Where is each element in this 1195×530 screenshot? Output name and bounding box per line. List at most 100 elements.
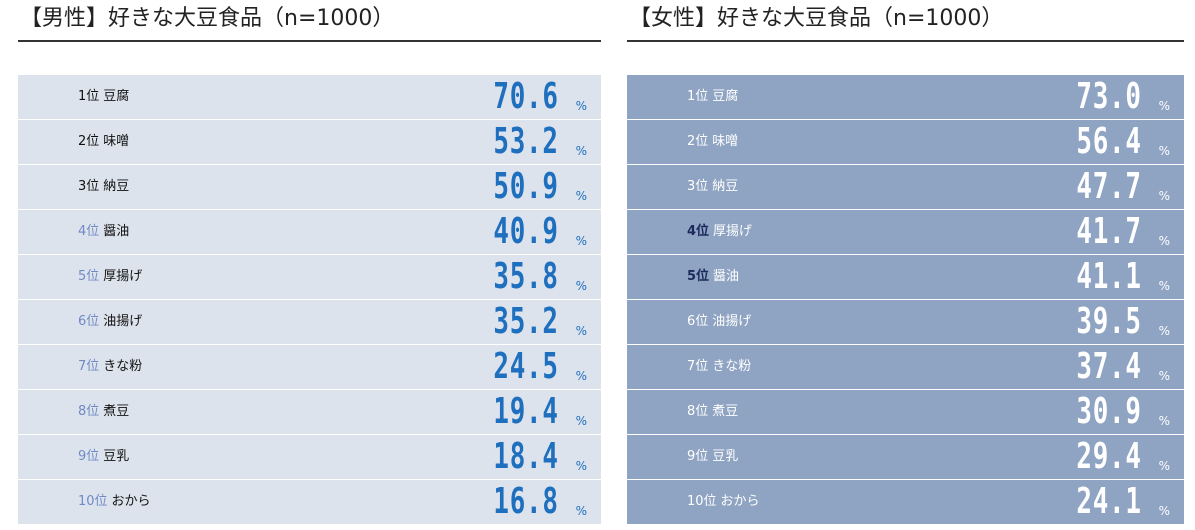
male-rank-position: 4位: [78, 224, 100, 239]
male-rank-label: 6位 油揚げ: [78, 300, 142, 344]
male-rank-label: 3位 納豆: [78, 165, 129, 209]
male-rank-label: 1位 豆腐: [78, 75, 129, 119]
female-ranking-row: 3位 納豆 47.7%: [627, 165, 1184, 210]
male-rank-label: 8位 煮豆: [78, 390, 129, 434]
male-percentage-value: 19.4: [493, 391, 559, 432]
female-rank-label: 5位 醤油: [687, 255, 739, 299]
male-percent-unit: %: [575, 324, 587, 338]
female-rank-label: 7位 きな粉: [687, 345, 751, 389]
female-ranking-row: 1位 豆腐 73.0%: [627, 75, 1184, 120]
male-rank-position: 1位: [78, 89, 100, 104]
male-percentage-value: 50.9: [493, 166, 559, 207]
female-rank-position: 3位: [687, 179, 709, 194]
male-rank-label: 9位 豆乳: [78, 435, 129, 479]
female-rank-position: 2位: [687, 134, 709, 149]
female-rank-label: 6位 油揚げ: [687, 300, 751, 344]
male-percent-unit: %: [575, 459, 587, 473]
male-ranking-row: 10位 おから 16.8%: [18, 480, 601, 525]
female-rank-position: 4位: [687, 224, 710, 239]
female-rank-label: 9位 豆乳: [687, 435, 738, 479]
female-food-name: 煮豆: [712, 404, 739, 419]
male-rank-label: 10位 おから: [78, 480, 151, 524]
female-rank-position: 7位: [687, 359, 709, 374]
female-food-name: 豆乳: [712, 449, 739, 464]
female-ranking-rows: 1位 豆腐 73.0% 2位 味噌 56.4% 3位 納豆 47.7% 4位 厚揚げ 41.7% 5位醤…: [627, 75, 1184, 525]
male-rank-position: 9位: [78, 449, 100, 464]
male-ranking-row: 8位 煮豆 19.4%: [18, 390, 601, 435]
male-percentage-value: 53.2: [493, 121, 559, 162]
male-food-name: 豆腐: [103, 89, 130, 104]
male-percentage-value: 18.4: [493, 436, 559, 477]
male-ranking-row: 5位 厚揚げ 35.8%: [18, 255, 601, 300]
female-percentage-value: 39.5: [1076, 301, 1142, 342]
female-ranking-panel: 【女性】好きな大豆食品（n=1000） 1位 豆腐 73.0% 2位 味噌 56.4% 3位…: [627, 0, 1184, 525]
female-rank-label: 1位 豆腐: [687, 75, 738, 119]
male-food-name: 煮豆: [103, 404, 130, 419]
female-percentage-value: 30.9: [1076, 391, 1142, 432]
male-rank-position: 2位: [78, 134, 100, 149]
male-percentage-value: 16.8: [493, 481, 559, 522]
male-percent-unit: %: [575, 99, 587, 113]
male-ranking-row: 9位 豆乳 18.4%: [18, 435, 601, 480]
female-percentage-value: 73.0: [1076, 76, 1142, 117]
female-percent-unit: %: [1158, 189, 1170, 203]
male-rank-label: 5位 厚揚げ: [78, 255, 142, 299]
male-food-name: 豆乳: [103, 449, 130, 464]
male-percent-unit: %: [575, 414, 587, 428]
male-percent-unit: %: [575, 504, 587, 518]
male-ranking-row: 7位 きな粉 24.5%: [18, 345, 601, 390]
female-rank-position: 5位: [687, 269, 710, 284]
male-food-name: おから: [111, 494, 151, 509]
female-ranking-row: 9位 豆乳 29.4%: [627, 435, 1184, 480]
female-rank-position: 6位: [687, 314, 709, 329]
male-percent-unit: %: [575, 144, 587, 158]
male-food-name: きな粉: [103, 359, 143, 374]
male-percentage-value: 24.5: [493, 346, 559, 387]
male-ranking-row: 6位 油揚げ 35.2%: [18, 300, 601, 345]
female-percentage-value: 41.7: [1076, 211, 1142, 252]
female-food-name: 納豆: [712, 179, 739, 194]
female-rank-label: 3位 納豆: [687, 165, 738, 209]
female-rank-position: 10位: [687, 494, 717, 509]
female-ranking-row: 2位 味噌 56.4%: [627, 120, 1184, 165]
male-rank-position: 3位: [78, 179, 100, 194]
male-rank-label: 2位 味噌: [78, 120, 129, 164]
male-ranking-row: 3位 納豆 50.9%: [18, 165, 601, 210]
female-percentage-value: 56.4: [1076, 121, 1142, 162]
female-percentage-value: 37.4: [1076, 346, 1142, 387]
female-rank-position: 9位: [687, 449, 709, 464]
female-percent-unit: %: [1158, 324, 1170, 338]
female-percent-unit: %: [1158, 504, 1170, 518]
female-percent-unit: %: [1158, 369, 1170, 383]
male-ranking-row: 2位 味噌 53.2%: [18, 120, 601, 165]
male-percentage-value: 35.8: [493, 256, 559, 297]
male-percentage-value: 40.9: [493, 211, 559, 252]
female-percent-unit: %: [1158, 279, 1170, 293]
female-percent-unit: %: [1158, 99, 1170, 113]
female-food-name: きな粉: [712, 359, 752, 374]
female-rank-position: 1位: [687, 89, 709, 104]
male-percent-unit: %: [575, 369, 587, 383]
male-percent-unit: %: [575, 234, 587, 248]
male-ranking-panel: 【男性】好きな大豆食品（n=1000） 1位 豆腐 70.6% 2位 味噌 53.2% 3位…: [18, 0, 601, 525]
female-ranking-row: 4位 厚揚げ 41.7%: [627, 210, 1184, 255]
male-rank-position: 10位: [78, 494, 108, 509]
female-food-name: 醤油: [713, 269, 740, 284]
female-rank-position: 8位: [687, 404, 709, 419]
female-food-name: おから: [720, 494, 760, 509]
female-percent-unit: %: [1158, 144, 1170, 158]
female-percentage-value: 29.4: [1076, 436, 1142, 477]
female-food-name: 味噌: [712, 134, 739, 149]
female-percentage-value: 47.7: [1076, 166, 1142, 207]
female-food-name: 油揚げ: [712, 314, 752, 329]
male-ranking-row: 4位 醤油 40.9%: [18, 210, 601, 255]
male-rank-position: 8位: [78, 404, 100, 419]
male-rank-label: 7位 きな粉: [78, 345, 142, 389]
male-percent-unit: %: [575, 189, 587, 203]
female-percent-unit: %: [1158, 414, 1170, 428]
female-ranking-row: 6位 油揚げ 39.5%: [627, 300, 1184, 345]
female-rank-label: 2位 味噌: [687, 120, 738, 164]
female-percentage-value: 41.1: [1076, 256, 1142, 297]
male-ranking-title: 【男性】好きな大豆食品（n=1000）: [18, 0, 601, 42]
male-rank-position: 6位: [78, 314, 100, 329]
